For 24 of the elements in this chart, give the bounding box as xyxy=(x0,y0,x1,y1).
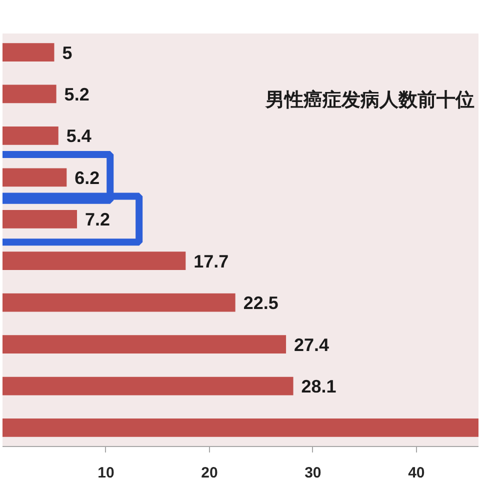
bar xyxy=(2,418,478,437)
x-tick-label: 10 xyxy=(98,464,114,480)
bar xyxy=(2,168,67,187)
bar xyxy=(2,210,78,228)
bar xyxy=(2,293,236,312)
bar xyxy=(2,126,58,145)
data-label: 27.4 xyxy=(294,334,330,355)
bar xyxy=(2,43,54,62)
x-tick-label: 20 xyxy=(201,464,218,480)
data-label: 5 xyxy=(62,42,72,63)
x-tick-label: 30 xyxy=(304,464,322,480)
data-label: 22.5 xyxy=(243,293,278,314)
bar xyxy=(2,252,186,270)
data-label: 7.2 xyxy=(85,210,110,230)
bar xyxy=(2,376,294,396)
data-label: 5.4 xyxy=(66,126,92,146)
data-label: 5.2 xyxy=(64,84,90,104)
bar xyxy=(2,335,286,354)
bar xyxy=(2,84,56,104)
data-label: 6.2 xyxy=(74,168,100,188)
data-label: 17.7 xyxy=(194,251,229,272)
x-tick-label: 40 xyxy=(408,464,425,480)
data-label: 28.1 xyxy=(301,376,336,397)
text: 男性癌症发病人数前十位 xyxy=(264,89,474,112)
